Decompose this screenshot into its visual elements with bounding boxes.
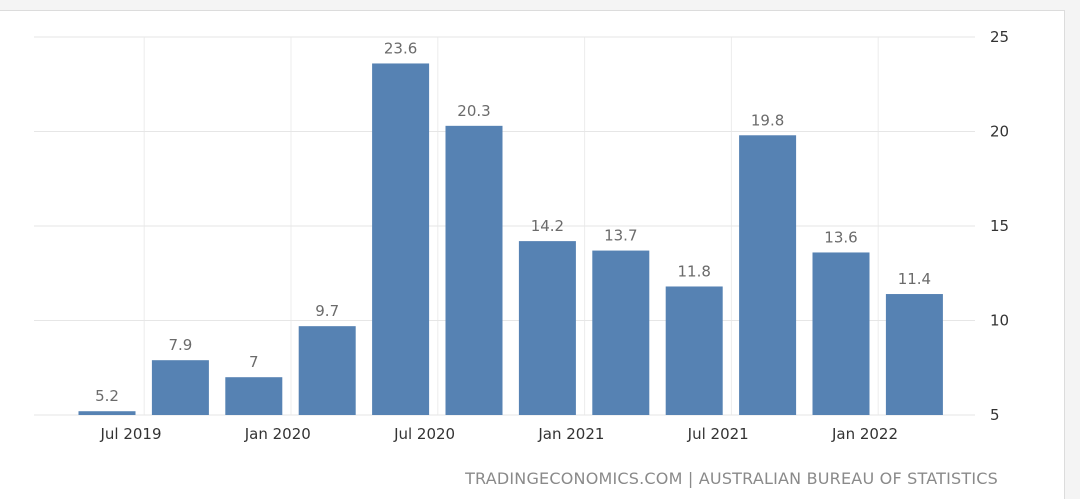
data-label: 19.8 [751, 111, 784, 129]
data-label: 7 [249, 353, 259, 371]
bar [812, 252, 870, 415]
data-label: 7.9 [168, 336, 192, 354]
bar [372, 63, 430, 416]
bar [739, 135, 797, 415]
data-label: 14.2 [531, 217, 564, 235]
source-caption: TRADINGECONOMICS.COM | AUSTRALIAN BUREAU… [465, 469, 998, 488]
bar [665, 286, 723, 415]
x-tick-label: Jan 2020 [244, 425, 311, 443]
data-label: 13.6 [824, 228, 857, 246]
y-tick-label: 15 [990, 217, 1009, 235]
y-tick-label: 5 [990, 406, 1000, 424]
y-tick-label: 25 [990, 28, 1009, 46]
bar [78, 411, 136, 415]
data-label: 23.6 [384, 39, 417, 57]
x-tick-label: Jul 2019 [99, 425, 161, 443]
data-label: 13.7 [604, 227, 637, 245]
x-tick-label: Jul 2021 [687, 425, 749, 443]
data-label: 11.8 [677, 262, 710, 280]
bar [445, 125, 503, 415]
data-label: 20.3 [457, 102, 490, 120]
x-tick-label: Jan 2021 [537, 425, 604, 443]
bar [225, 377, 283, 415]
bar [518, 241, 576, 415]
bar [592, 250, 650, 415]
y-tick-label: 20 [990, 123, 1009, 141]
y-tick-label: 10 [990, 312, 1009, 330]
data-label: 5.2 [95, 387, 119, 405]
x-tick-label: Jul 2020 [393, 425, 455, 443]
bar [885, 294, 943, 415]
x-tick-label: Jan 2022 [831, 425, 898, 443]
bar [298, 326, 356, 415]
data-label: 9.7 [315, 302, 339, 320]
data-label: 11.4 [898, 270, 931, 288]
bar [151, 360, 209, 415]
